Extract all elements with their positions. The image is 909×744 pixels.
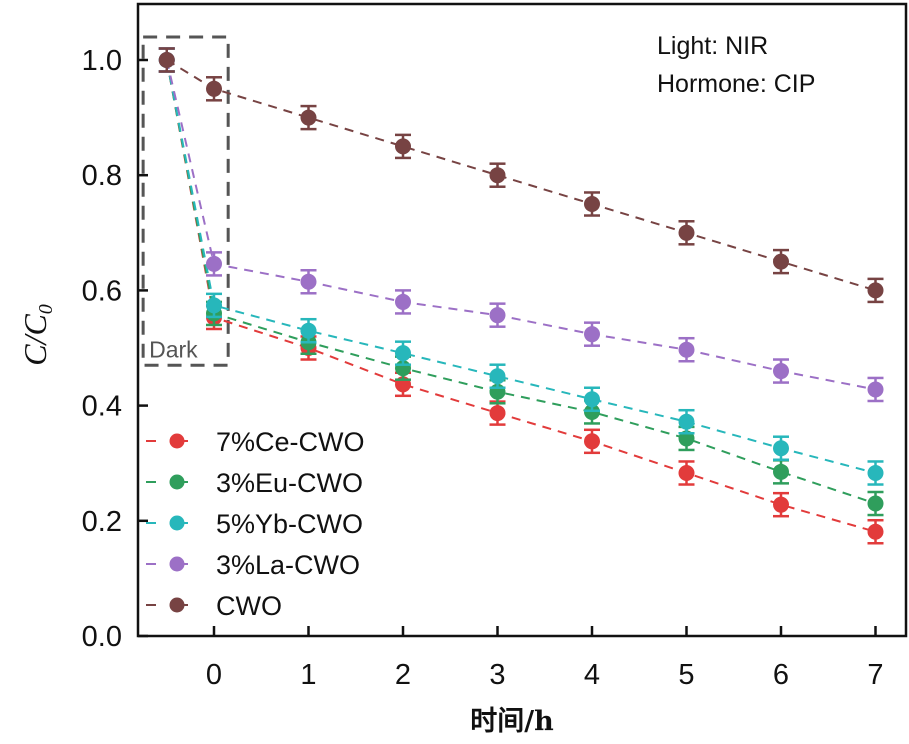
legend-label: CWO xyxy=(216,591,282,621)
annotation-light: Light: NIR xyxy=(657,32,768,60)
legend-marker xyxy=(169,556,185,572)
data-point xyxy=(678,464,695,481)
data-point xyxy=(584,196,600,212)
y-axis-label: C/C0 xyxy=(17,304,57,366)
series-cwo xyxy=(158,47,884,304)
series-line xyxy=(165,59,876,391)
data-point xyxy=(489,307,506,324)
x-tick-label: 2 xyxy=(395,659,411,691)
y-axis-label-subscript: 0 xyxy=(35,304,57,314)
x-tick-label: 5 xyxy=(678,659,694,691)
data-point xyxy=(678,341,695,358)
legend-item: 7%Ce-CWO xyxy=(146,427,365,457)
series-layer xyxy=(158,47,884,545)
x-tick-label: 6 xyxy=(773,659,789,691)
x-tick-label: 4 xyxy=(584,659,600,691)
data-point xyxy=(206,80,222,97)
plot-frame xyxy=(136,2,908,638)
y-tick-label: 1.0 xyxy=(82,45,122,77)
y-tick-label: 0.4 xyxy=(82,391,122,423)
data-point xyxy=(395,293,411,310)
data-point xyxy=(158,52,175,68)
data-point xyxy=(867,464,884,481)
data-point xyxy=(773,363,789,380)
data-point xyxy=(584,326,600,343)
y-tick-label: 0.2 xyxy=(82,506,122,538)
series-line xyxy=(165,59,876,533)
legend-item: 5%Yb-CWO xyxy=(146,509,363,539)
legend-marker xyxy=(169,597,185,613)
data-point xyxy=(773,253,789,270)
legend-marker xyxy=(169,433,185,449)
data-point xyxy=(867,381,884,398)
data-point xyxy=(395,138,411,155)
legend-label: 3%La-CWO xyxy=(216,550,360,580)
legend-item: 3%La-CWO xyxy=(146,550,360,580)
y-axis-label-main: C/C xyxy=(17,314,53,366)
y-tick-label: 0.8 xyxy=(82,160,122,192)
data-point xyxy=(773,463,789,480)
data-point xyxy=(206,297,222,314)
data-point xyxy=(584,391,600,408)
data-point xyxy=(867,523,884,540)
legend-label: 7%Ce-CWO xyxy=(216,427,365,457)
data-point xyxy=(867,282,884,299)
legend-label: 5%Yb-CWO xyxy=(216,509,363,539)
legend: 7%Ce-CWO 3%Eu-CWO 5%Yb-CWO 3%La-CWO CWO xyxy=(146,427,365,621)
y-axis: 0.0 0.2 0.4 0.6 0.8 1.0 xyxy=(82,45,148,653)
x-tick-label: 1 xyxy=(300,659,316,691)
series-3-la-cwo xyxy=(158,47,884,403)
data-point xyxy=(584,433,600,450)
data-point xyxy=(489,405,506,422)
data-point xyxy=(300,273,317,290)
data-point xyxy=(678,413,695,430)
x-tick-label: 3 xyxy=(489,659,505,691)
data-point xyxy=(300,109,317,126)
data-point xyxy=(489,167,506,184)
x-tick-label: 7 xyxy=(867,659,883,691)
x-axis-label: 时间/h xyxy=(470,706,554,737)
x-tick-label: 0 xyxy=(206,659,222,691)
legend-label: 3%Eu-CWO xyxy=(216,468,363,498)
data-point xyxy=(773,440,789,457)
y-tick-label: 0.6 xyxy=(82,275,122,307)
data-point xyxy=(395,345,411,362)
data-point xyxy=(773,496,789,513)
svg-text:C/C0: C/C0 xyxy=(17,304,57,366)
data-point xyxy=(300,322,317,339)
dark-region: Dark xyxy=(141,35,230,367)
series-line xyxy=(166,59,876,292)
legend-item: 3%Eu-CWO xyxy=(146,468,363,498)
annotation-hormone: Hormone: CIP xyxy=(657,70,815,98)
data-point xyxy=(867,495,884,512)
data-point xyxy=(206,255,222,272)
data-point xyxy=(678,224,695,241)
x-axis: 0 1 2 3 4 5 6 7 xyxy=(206,626,884,691)
legend-item: CWO xyxy=(146,591,282,621)
series-line xyxy=(165,59,876,474)
data-point xyxy=(489,368,506,385)
legend-marker xyxy=(169,515,185,531)
y-tick-label: 0.0 xyxy=(82,621,122,653)
legend-marker xyxy=(169,474,185,490)
dark-region-label: Dark xyxy=(149,336,198,362)
